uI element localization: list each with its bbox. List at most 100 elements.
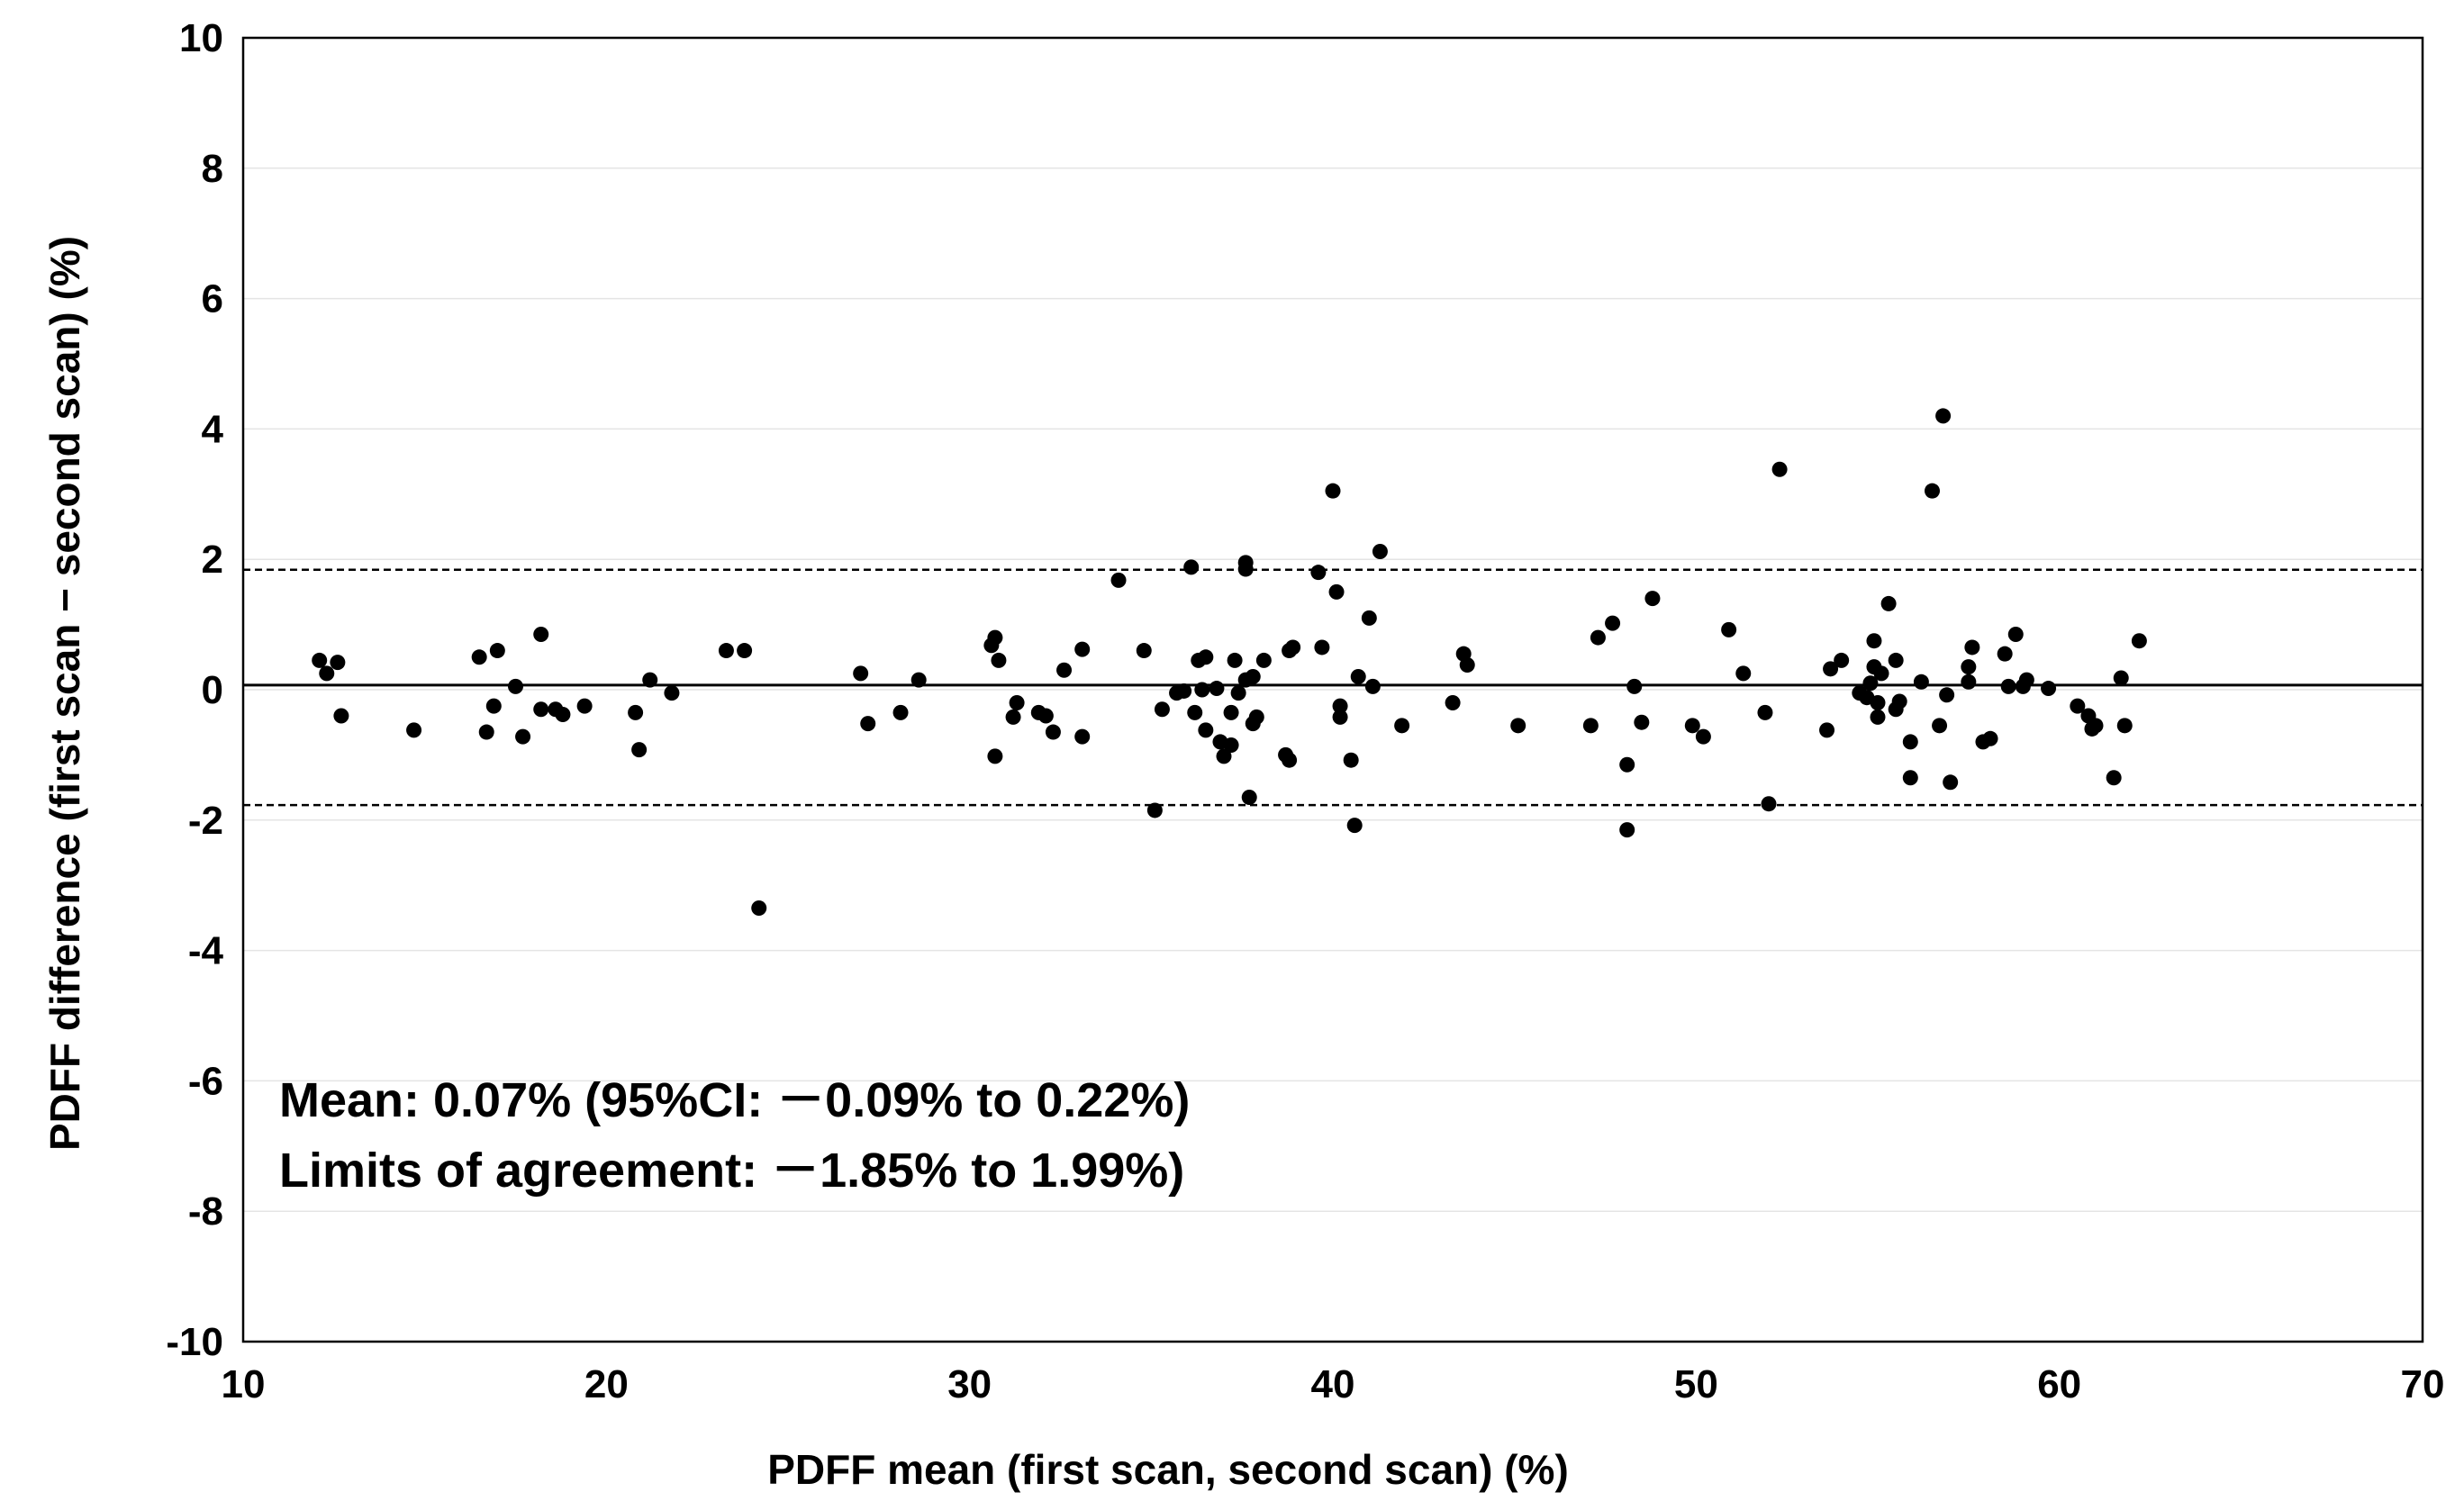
data-point	[1248, 709, 1264, 725]
data-point	[991, 652, 1007, 668]
y-tick-label: -2	[188, 799, 223, 843]
data-point	[1684, 718, 1700, 734]
data-point	[853, 665, 869, 682]
data-point	[1183, 559, 1200, 575]
data-point	[1961, 674, 1977, 690]
data-point	[1605, 615, 1621, 631]
data-point	[478, 724, 494, 740]
data-point	[1870, 709, 1886, 725]
data-point	[555, 707, 571, 723]
data-point	[1372, 544, 1388, 560]
data-point	[1328, 583, 1345, 600]
x-tick-label: 30	[947, 1362, 992, 1406]
data-point	[1582, 718, 1599, 734]
data-point	[1939, 687, 1955, 703]
data-point	[1902, 734, 1918, 750]
data-point	[1888, 652, 1904, 668]
y-tick-label: 6	[202, 277, 223, 321]
data-point	[2106, 770, 2122, 786]
data-point	[1209, 681, 1225, 697]
data-point	[1074, 728, 1091, 745]
data-point	[1343, 752, 1359, 768]
data-point	[1230, 685, 1246, 701]
data-point	[1074, 641, 1091, 657]
x-tick-label: 10	[222, 1362, 266, 1406]
x-tick-label: 70	[2401, 1362, 2445, 1406]
data-point	[1187, 704, 1203, 720]
data-point	[718, 643, 734, 659]
data-point	[1325, 483, 1341, 499]
data-point	[1332, 709, 1348, 725]
data-point	[1045, 724, 1061, 740]
x-tick-label: 40	[1311, 1362, 1355, 1406]
data-point	[631, 742, 648, 758]
data-point	[333, 708, 349, 724]
data-point	[2070, 698, 2086, 714]
data-point	[1176, 683, 1192, 699]
data-point	[1925, 483, 1940, 499]
plot-area-frame	[241, 36, 2424, 1343]
x-axis-title: PDFF mean (first scan, second scan) (%)	[767, 1446, 1569, 1493]
data-point	[312, 652, 328, 668]
y-tick-label: 0	[202, 668, 223, 712]
data-point	[1445, 694, 1461, 710]
data-point	[1735, 665, 1752, 682]
y-tick-label: 10	[179, 16, 223, 60]
reference-lines	[243, 568, 2423, 807]
data-point	[1862, 675, 1879, 692]
data-point	[1009, 694, 1025, 710]
data-point	[1982, 730, 1998, 746]
data-point	[1695, 728, 1711, 745]
data-point	[2088, 718, 2104, 734]
data-point	[1964, 639, 1980, 656]
data-point	[987, 629, 1003, 646]
data-point	[1626, 678, 1643, 694]
data-point	[1364, 678, 1381, 694]
data-point	[1644, 591, 1661, 607]
data-point	[1037, 708, 1054, 724]
data-point	[1459, 656, 1475, 673]
data-point	[1245, 669, 1261, 685]
data-point	[860, 716, 876, 732]
data-point	[1146, 802, 1163, 818]
data-point	[1056, 662, 1073, 678]
data-point	[1223, 704, 1239, 720]
data-point	[1136, 643, 1152, 659]
data-point	[892, 704, 909, 720]
data-point	[910, 672, 927, 688]
data-point	[1282, 752, 1298, 768]
data-point	[406, 722, 422, 738]
annotation-limits: Limits of agreement: －1.85% to 1.99%)	[279, 1144, 1184, 1198]
data-point	[628, 704, 644, 720]
y-tick-label: -6	[188, 1059, 223, 1103]
data-points	[312, 408, 2147, 917]
data-point	[1761, 796, 1777, 812]
data-point	[2131, 633, 2147, 649]
data-point	[1510, 718, 1526, 734]
data-point	[1310, 565, 1327, 581]
y-tick-labels: 10 8 6 4 2 0 -2 -4 -6 -8 -10	[166, 16, 223, 1364]
data-point	[1223, 737, 1239, 754]
data-point	[1285, 639, 1301, 656]
y-tick-label: -8	[188, 1189, 223, 1234]
data-point	[576, 698, 593, 714]
data-point	[515, 728, 531, 745]
data-point	[1823, 661, 1839, 677]
data-point	[2041, 681, 2057, 697]
y-tick-label: -4	[188, 929, 224, 973]
data-point	[489, 643, 505, 659]
data-point	[1346, 818, 1363, 834]
y-tick-label: 2	[202, 538, 223, 582]
data-point	[330, 655, 346, 671]
data-point	[471, 649, 487, 665]
data-point	[1154, 701, 1170, 718]
data-point	[1771, 461, 1788, 477]
x-tick-labels: 10 20 30 40 50 60 70	[222, 1362, 2445, 1406]
data-point	[1891, 693, 1907, 710]
y-tick-label: -10	[166, 1320, 223, 1364]
data-point	[1834, 652, 1850, 668]
data-point	[1721, 621, 1737, 637]
data-point	[1935, 408, 1952, 424]
data-point	[1216, 748, 1232, 764]
